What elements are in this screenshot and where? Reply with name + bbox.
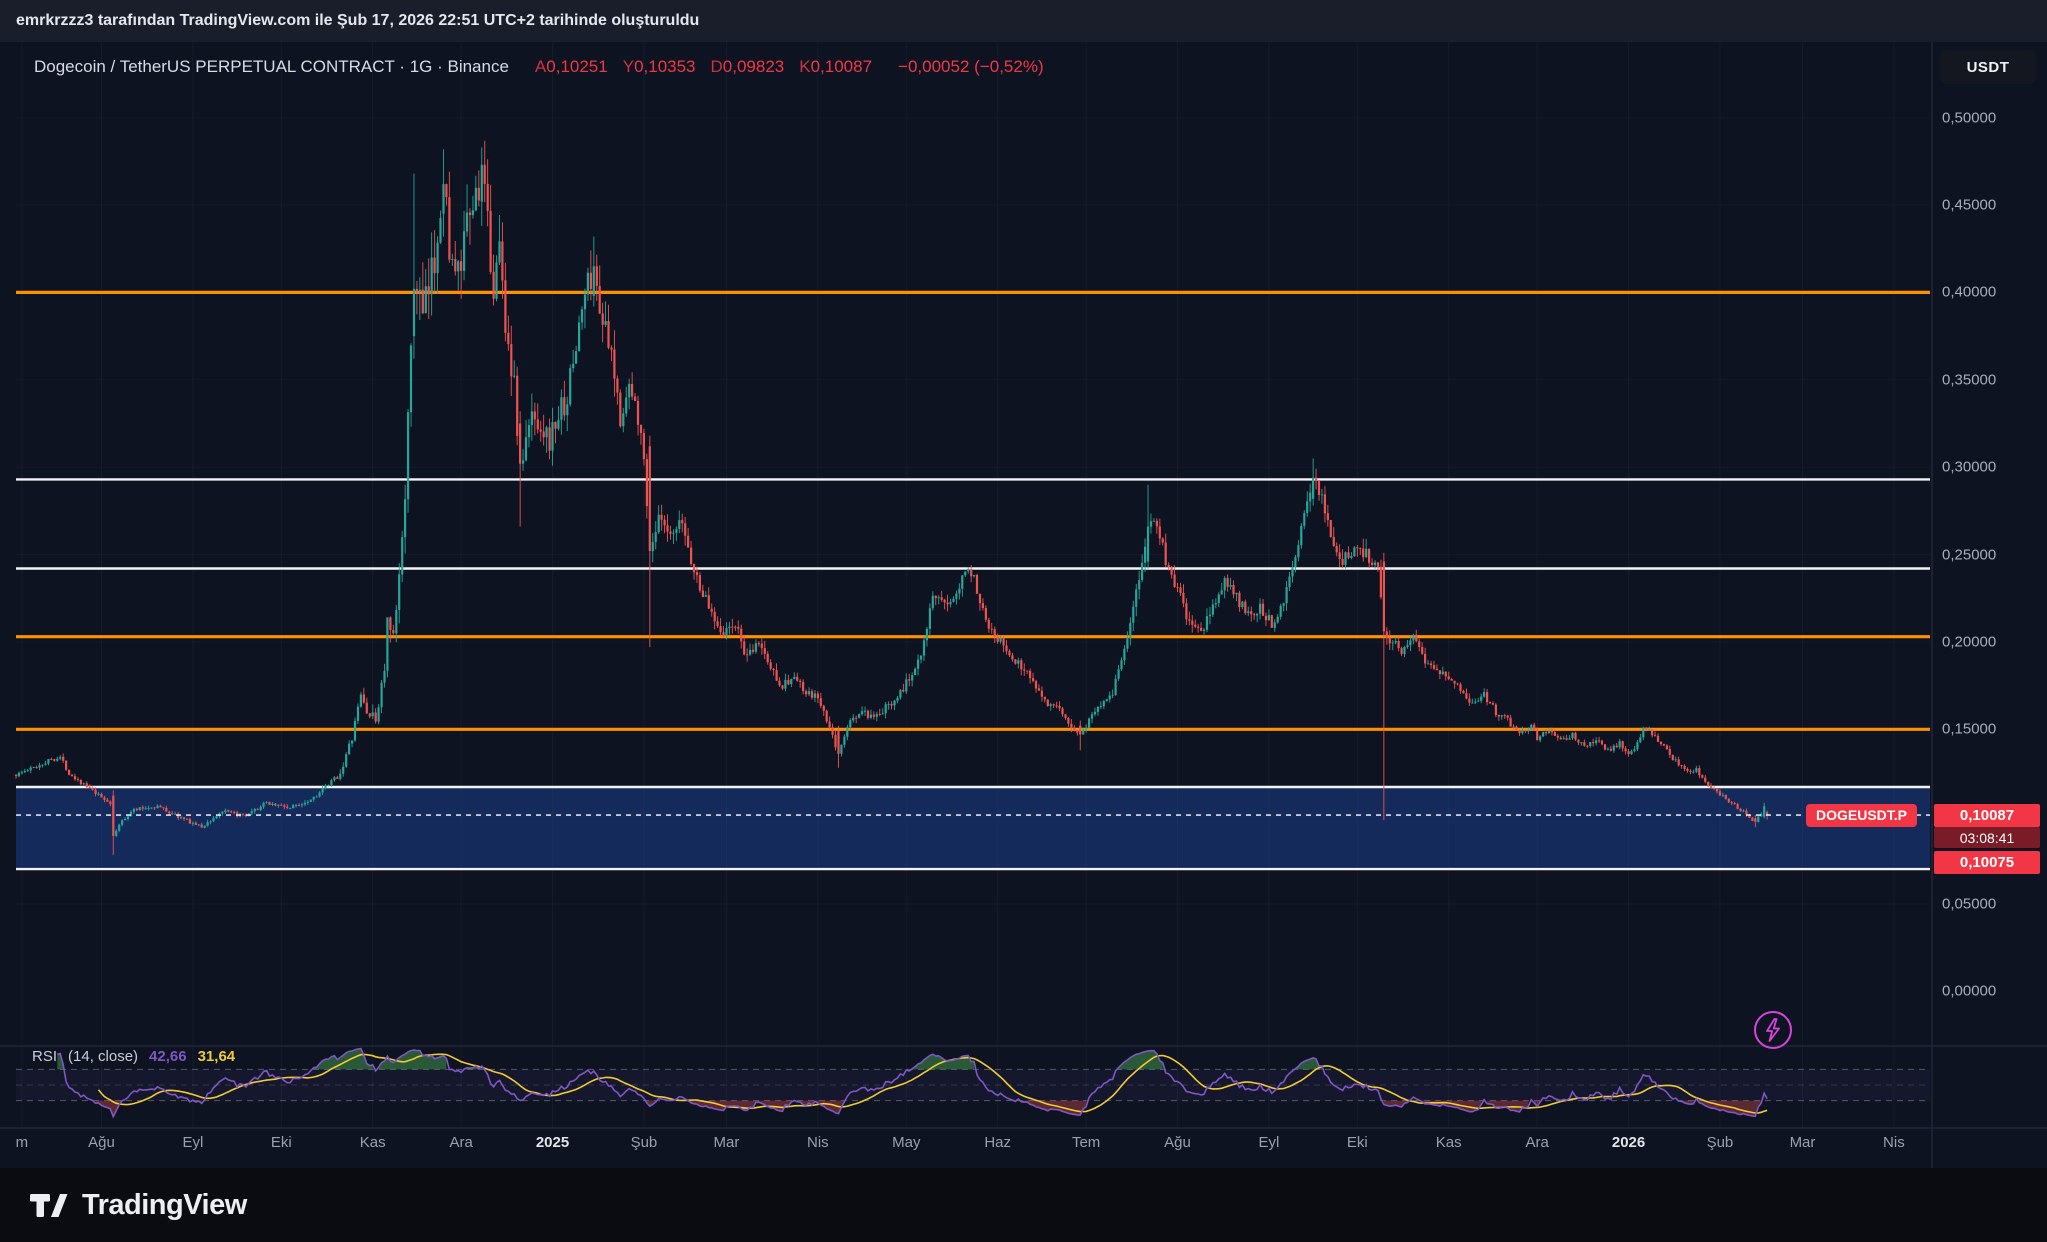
price-axis[interactable]: 0,10087 03:08:41 0,10075 0,50000 0,45000 0… [1932,42,2047,1168]
vertical-gridlines [21,42,1895,1128]
ohlc-values: A0,10251 Y0,10353 D0,09823 K0,10087 [535,57,872,77]
time-axis-month-label: Ağu [88,1134,115,1151]
ohlc-y: Y0,10353 [622,57,696,76]
time-axis-month-label: Tem [1071,1134,1101,1151]
time-axis-month-label: Eyl [1258,1134,1280,1151]
rsi-line [57,1047,1768,1119]
time-axis-month-label: Kas [1435,1134,1462,1151]
price-axis-label: 0,20000 [1942,633,1997,651]
rsi-params: (14, close) [68,1048,139,1065]
time-axis-month-label: Ağu [1164,1134,1191,1151]
price-axis-label: 0,35000 [1942,371,1997,389]
time-axis-month-label: Nis [1883,1134,1905,1151]
time-axis-month-label: Ara [1525,1134,1549,1151]
instant-trading-button[interactable] [1754,1011,1792,1049]
symbol-header: Dogecoin / TetherUS PERPETUAL CONTRACT ·… [34,57,1044,77]
level-lines [16,290,1930,871]
time-axis-month-label: Nis [807,1134,829,1151]
price-axis-label: 0,05000 [1942,895,1997,913]
time-axis-month-label: Haz [984,1134,1012,1151]
rsi-ma-value: 31,64 [197,1048,236,1065]
time-axis-month-label: m [15,1134,29,1151]
price-axis-label: 0,30000 [1942,458,1997,476]
bar-countdown-badge: 03:08:41 [1934,827,2040,849]
price-axis-label: 0,45000 [1942,196,1997,214]
ohlc-k: K0,10087 [799,57,873,76]
rsi-title: RSI [32,1048,58,1065]
ohlc-a: A0,10251 [534,57,608,76]
price-axis-label: 0,25000 [1942,546,1997,564]
rsi-indicator-legend[interactable]: RSI (14, close) 42,66 31,64 [32,1048,235,1065]
time-axis-month-label: Şub [1706,1134,1734,1151]
rsi-band [16,1069,1930,1101]
price-axis-label: 0,00000 [1942,982,1997,1000]
time-axis-month-label: Eki [1346,1134,1368,1151]
time-axis-month-label: Şub [630,1134,658,1151]
time-axis-month-label: Ara [449,1134,473,1151]
tradingview-logo-icon[interactable] [30,1188,68,1222]
time-axis-month-label: Mar [713,1134,740,1151]
price-axis-label: 0,15000 [1942,720,1997,738]
price-axis-label: 0,40000 [1942,283,1997,301]
attribution-text: emrkrzzz3 tarafından TradingView.com ile… [16,12,700,29]
time-axis-year-label: 2025 [535,1134,570,1151]
currency-toggle-button[interactable]: USDT [1940,50,2036,84]
time-axis-year-label: 2026 [1611,1134,1646,1151]
time-axis-month-label: Eki [270,1134,292,1151]
lightning-icon [1766,1018,1780,1042]
price-line-symbol-tag[interactable]: DOGEUSDT.P [1806,803,1918,827]
rsi-value: 42,66 [149,1048,187,1065]
time-axis-month-label: May [892,1134,921,1151]
tradingview-wordmark[interactable]: TradingView [82,1188,247,1221]
time-axis[interactable]: m Ağu Eyl Eki Kas Ara 2025 Şub Mar Nis May Haz Tem Ağ… [0,1128,1932,1168]
time-axis-month-label: Eyl [182,1134,204,1151]
symbol-title[interactable]: Dogecoin / TetherUS PERPETUAL CONTRACT ·… [34,57,509,76]
time-axis-month-label: Kas [359,1134,386,1151]
accumulation-zone [16,787,1930,870]
price-axis-label: 0,50000 [1942,109,1997,127]
alert-price-badge: 0,10075 [1934,851,2040,875]
current-price-badge: 0,10087 [1934,804,2040,828]
attribution-bar: emrkrzzz3 tarafından TradingView.com ile… [0,0,2047,42]
time-axis-month-label: Mar [1789,1134,1816,1151]
footer-bar: TradingView [0,1168,2047,1242]
rsi-ma-line [97,1053,1768,1114]
change-value: −0,00052 (−0,52%) [898,57,1044,76]
ohlc-d: D0,09823 [710,57,785,76]
